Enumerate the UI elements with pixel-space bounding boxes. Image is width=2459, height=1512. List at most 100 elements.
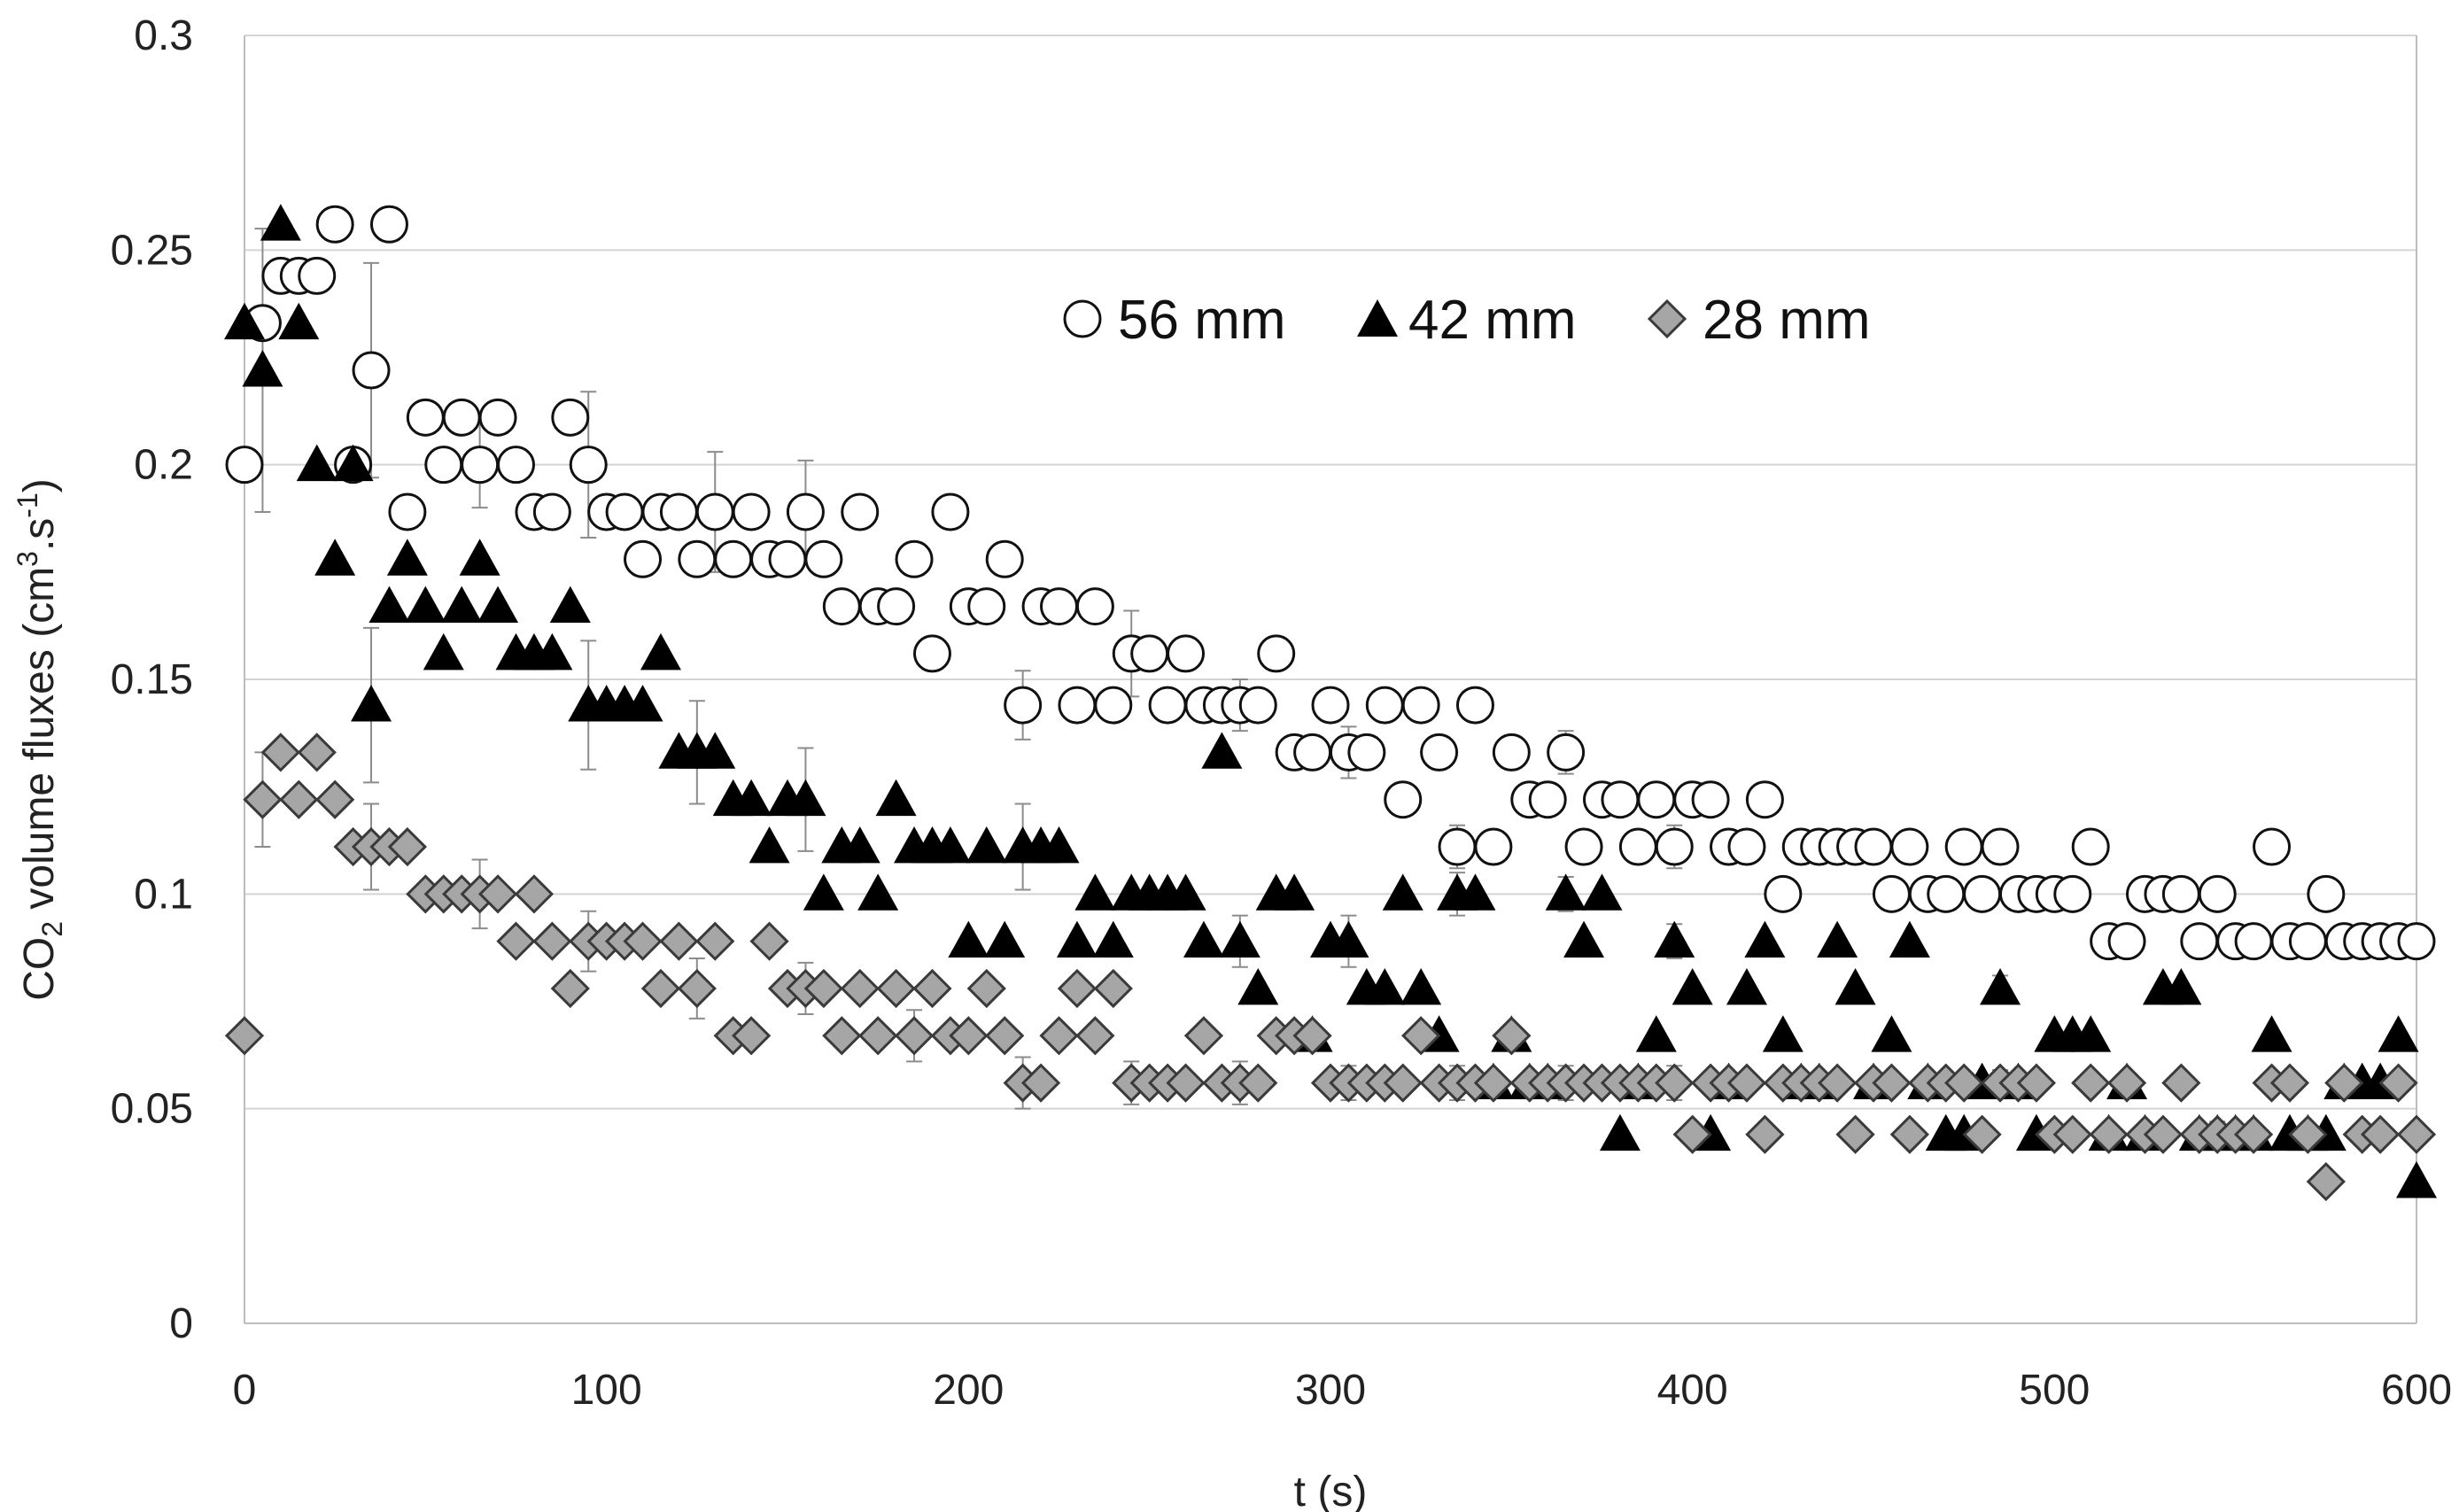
data-point-42mm xyxy=(351,685,392,722)
y-axis-title-post: ) xyxy=(16,478,63,492)
data-point-28mm xyxy=(1075,1016,1115,1056)
data-point-56mm xyxy=(877,587,916,626)
data-point-28mm xyxy=(2288,1114,2328,1154)
data-point-28mm xyxy=(876,968,916,1009)
data-point-28mm xyxy=(532,921,572,961)
data-point-42mm xyxy=(731,779,772,817)
legend-marker-42mm xyxy=(1357,299,1398,337)
data-point-56mm xyxy=(1167,634,1206,673)
data-point-56mm xyxy=(678,539,717,578)
y-axis-title-sup1: 3 xyxy=(12,551,43,567)
data-point-56mm xyxy=(569,446,608,485)
data-point-28mm xyxy=(496,921,536,961)
data-point-42mm xyxy=(1328,920,1369,958)
data-point-42mm xyxy=(278,302,320,340)
data-point-56mm xyxy=(1075,587,1114,626)
x-tick-label: 400 xyxy=(1657,1367,1728,1414)
legend: 56 mm 42 mm 28 mm xyxy=(1063,290,1870,351)
data-point-56mm xyxy=(1401,686,1440,725)
data-point-42mm xyxy=(640,632,681,671)
data-point-42mm xyxy=(1762,1015,1804,1052)
data-point-28mm xyxy=(1039,1016,1079,1056)
x-tick-label: 100 xyxy=(571,1367,642,1414)
data-point-56mm xyxy=(1727,827,1766,866)
data-point-28mm xyxy=(2233,1114,2274,1154)
data-point-42mm xyxy=(1038,826,1080,864)
data-point-28mm xyxy=(224,1016,265,1056)
data-point-56mm xyxy=(1637,780,1676,819)
data-point-56mm xyxy=(985,539,1024,578)
data-point-28mm xyxy=(912,968,952,1009)
data-point-56mm xyxy=(225,446,264,485)
data-point-56mm xyxy=(1347,733,1386,772)
data-point-42mm xyxy=(1744,920,1786,958)
data-point-28mm xyxy=(2071,1063,2111,1103)
data-point-56mm xyxy=(497,446,535,485)
data-point-56mm xyxy=(2198,874,2237,913)
data-point-56mm xyxy=(841,492,880,531)
data-point-28mm xyxy=(695,921,735,961)
data-point-56mm xyxy=(1420,733,1459,772)
data-point-56mm xyxy=(551,398,590,437)
data-point-28mm xyxy=(732,1016,772,1056)
data-point-56mm xyxy=(2253,827,2292,866)
data-point-42mm xyxy=(1237,967,1279,1005)
data-point-28mm xyxy=(1962,1114,2002,1154)
data-point-28mm xyxy=(1672,1114,1712,1154)
data-point-42mm xyxy=(1726,967,1767,1005)
y-tick-label: 0 xyxy=(169,1300,193,1347)
data-point-42mm xyxy=(1056,920,1098,958)
data-point-56mm xyxy=(424,446,463,485)
data-point-28mm xyxy=(243,779,283,819)
y-axis-title-sub: 2 xyxy=(36,921,68,937)
data-point-56mm xyxy=(2161,874,2200,913)
data-point-28mm xyxy=(1093,968,1133,1009)
data-point-28mm xyxy=(2324,1063,2364,1103)
data-point-56mm xyxy=(2288,922,2327,961)
data-point-56mm xyxy=(315,205,354,244)
data-point-56mm xyxy=(624,539,663,578)
data-point-42mm xyxy=(405,585,446,624)
data-point-42mm xyxy=(1165,873,1206,911)
data-point-42mm xyxy=(1074,873,1116,911)
data-point-28mm xyxy=(1655,1063,1695,1103)
data-point-28mm xyxy=(1818,1063,1858,1103)
data-point-56mm xyxy=(768,539,807,578)
legend-marker-56mm xyxy=(1063,299,1102,338)
data-point-42mm xyxy=(785,779,826,817)
tick-labels: 0 0.05 0.1 0.15 0.2 0.25 0.3 0 100 200 300 400 500 60… xyxy=(111,12,2452,1414)
data-point-56mm xyxy=(695,492,734,531)
data-point-56mm xyxy=(2071,827,2110,866)
data-point-28mm xyxy=(2396,1114,2437,1154)
data-point-28mm xyxy=(1872,1063,1912,1103)
data-point-42mm xyxy=(929,826,971,864)
data-point-28mm xyxy=(550,968,590,1009)
data-point-56mm xyxy=(1492,733,1531,772)
data-point-56mm xyxy=(1764,874,1803,913)
data-point-56mm xyxy=(1474,827,1513,866)
data-point-56mm xyxy=(1927,874,1966,913)
data-point-42mm xyxy=(1400,967,1442,1005)
data-point-28mm xyxy=(2089,1114,2129,1154)
y-tick-label: 0.05 xyxy=(111,1086,193,1133)
data-point-42mm xyxy=(966,826,1007,864)
data-point-28mm xyxy=(315,779,355,819)
data-point-28mm xyxy=(659,921,699,961)
data-point-28mm xyxy=(749,921,789,961)
data-point-28mm xyxy=(677,968,717,1009)
data-point-42mm xyxy=(314,539,356,576)
data-point-28mm xyxy=(1401,1016,1441,1056)
data-point-42mm xyxy=(875,779,917,817)
data-point-42mm xyxy=(2396,1161,2437,1198)
data-point-42mm xyxy=(1599,1113,1641,1151)
data-point-28mm xyxy=(1020,1063,1061,1103)
data-point-42mm xyxy=(1835,967,1876,1005)
data-point-42mm xyxy=(549,585,591,624)
data-point-56mm xyxy=(1564,827,1603,866)
data-point-28mm xyxy=(1292,1016,1332,1056)
data-point-28mm xyxy=(2378,1063,2418,1103)
data-point-28mm xyxy=(822,1016,862,1056)
data-point-56mm xyxy=(1618,827,1657,866)
y-axis-title-sup2: -1 xyxy=(12,492,43,517)
data-point-56mm xyxy=(1130,634,1169,673)
